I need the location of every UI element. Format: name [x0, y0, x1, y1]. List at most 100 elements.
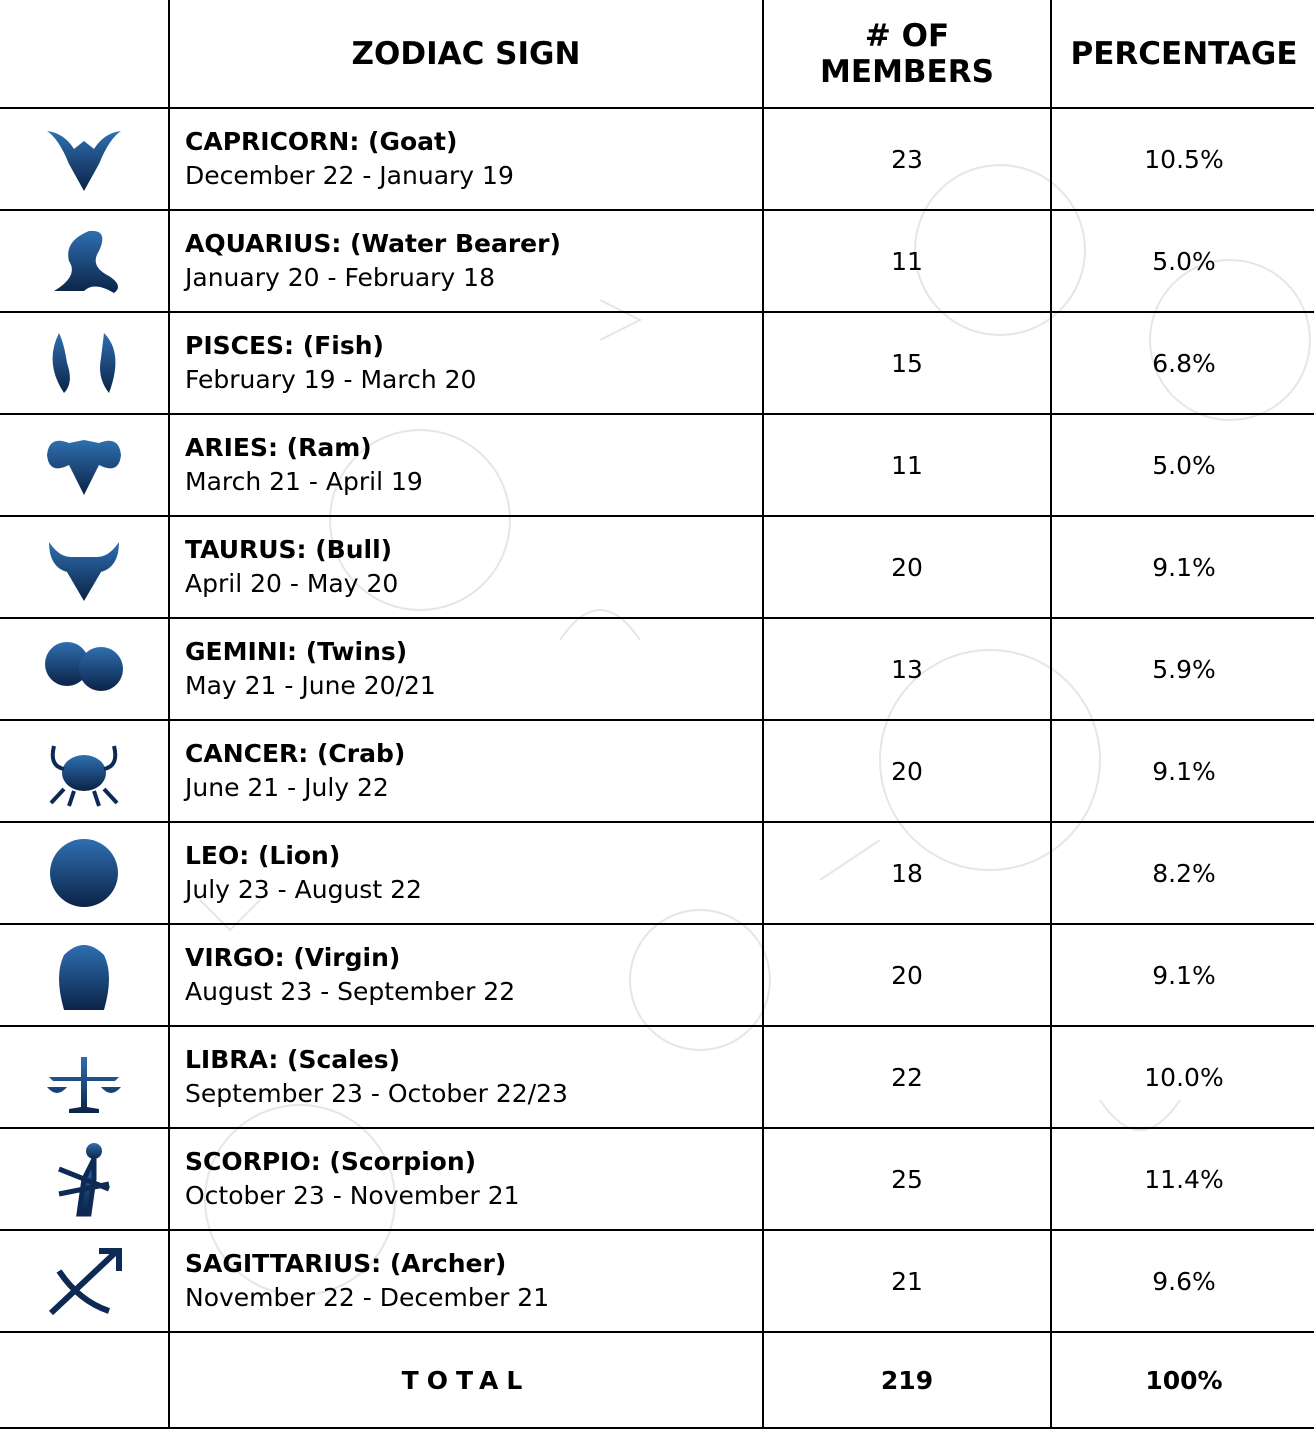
icon-cell: [0, 1230, 169, 1332]
percentage: 5.0%: [1051, 210, 1314, 312]
sign-name: CANCER: (Crab): [185, 737, 762, 771]
members: 20: [763, 516, 1051, 618]
sign-dates: April 20 - May 20: [185, 569, 398, 598]
header-cell: ZODIAC SIGN: [169, 0, 763, 108]
sign-name: LEO: (Lion): [185, 839, 762, 873]
icon-cell: [0, 516, 169, 618]
members: 15: [763, 312, 1051, 414]
sign-dates: February 19 - March 20: [185, 365, 476, 394]
icon-cell: [0, 1026, 169, 1128]
icon-cell: [0, 1128, 169, 1230]
members: 20: [763, 720, 1051, 822]
sign-name: SAGITTARIUS: (Archer): [185, 1247, 762, 1281]
sign-cell: ARIES: (Ram)March 21 - April 19: [169, 414, 763, 516]
total-members: 219: [763, 1332, 1051, 1428]
icon-header: [0, 0, 169, 108]
sign-cell: VIRGO: (Virgin)August 23 - September 22: [169, 924, 763, 1026]
sign-dates: June 21 - July 22: [185, 773, 389, 802]
sign-cell: AQUARIUS: (Water Bearer)January 20 - Feb…: [169, 210, 763, 312]
header-row: ZODIAC SIGN # OF MEMBERS PERCENTAGE: [0, 0, 1314, 108]
icon-cell: [0, 822, 169, 924]
sign-cell: LEO: (Lion)July 23 - August 22: [169, 822, 763, 924]
sign-dates: January 20 - February 18: [185, 263, 495, 292]
zodiac-icon: [39, 425, 129, 505]
sign-name: GEMINI: (Twins): [185, 635, 762, 669]
row: SCORPIO: (Scorpion)October 23 - November…: [0, 1128, 1314, 1230]
percentage: 5.0%: [1051, 414, 1314, 516]
icon-cell: [0, 414, 169, 516]
sign-name: ARIES: (Ram): [185, 431, 762, 465]
icon-cell: [0, 312, 169, 414]
zodiac-icon: [39, 119, 129, 199]
members: 18: [763, 822, 1051, 924]
sign-name: LIBRA: (Scales): [185, 1043, 762, 1077]
members: 11: [763, 414, 1051, 516]
zodiac-icon: [39, 527, 129, 607]
sign-name: PISCES: (Fish): [185, 329, 762, 363]
zodiac-icon: [39, 323, 129, 403]
percentage: 9.1%: [1051, 720, 1314, 822]
zodiac-icon: [39, 833, 129, 913]
total-percentage: 100%: [1051, 1332, 1314, 1428]
icon-cell: [0, 720, 169, 822]
percentage: 10.0%: [1051, 1026, 1314, 1128]
sign-cell: SAGITTARIUS: (Archer)November 22 - Decem…: [169, 1230, 763, 1332]
header-cell: # OF MEMBERS: [763, 0, 1051, 108]
row: AQUARIUS: (Water Bearer)January 20 - Feb…: [0, 210, 1314, 312]
sign-name: TAURUS: (Bull): [185, 533, 762, 567]
members: 11: [763, 210, 1051, 312]
percentage: 5.9%: [1051, 618, 1314, 720]
sign-dates: May 21 - June 20/21: [185, 671, 436, 700]
row: CAPRICORN: (Goat)December 22 - January 1…: [0, 108, 1314, 210]
sign-cell: SCORPIO: (Scorpion)October 23 - November…: [169, 1128, 763, 1230]
header-cell: PERCENTAGE: [1051, 0, 1314, 108]
members: 20: [763, 924, 1051, 1026]
row: SAGITTARIUS: (Archer)November 22 - Decem…: [0, 1230, 1314, 1332]
sign-dates: November 22 - December 21: [185, 1283, 549, 1312]
zodiac-icon: [39, 731, 129, 811]
sign-dates: March 21 - April 19: [185, 467, 423, 496]
percentage: 9.6%: [1051, 1230, 1314, 1332]
sign-dates: December 22 - January 19: [185, 161, 514, 190]
sign-cell: CAPRICORN: (Goat)December 22 - January 1…: [169, 108, 763, 210]
percentage: 11.4%: [1051, 1128, 1314, 1230]
zodiac-icon: [39, 1037, 129, 1117]
percentage: 10.5%: [1051, 108, 1314, 210]
total-label: TOTAL: [402, 1366, 531, 1395]
sign-name: CAPRICORN: (Goat): [185, 125, 762, 159]
icon-cell: [0, 108, 169, 210]
icon-cell: [0, 210, 169, 312]
icon-cell: [0, 1332, 169, 1428]
members: 13: [763, 618, 1051, 720]
zodiac-icon: [39, 1241, 129, 1321]
members: 25: [763, 1128, 1051, 1230]
sign-dates: July 23 - August 22: [185, 875, 422, 904]
zodiac-icon: [39, 221, 129, 301]
sign-dates: October 23 - November 21: [185, 1181, 520, 1210]
icon-cell: [0, 618, 169, 720]
zodiac-table: ZODIAC SIGN # OF MEMBERS PERCENTAGE CAPR…: [0, 0, 1314, 1429]
percentage: 9.1%: [1051, 924, 1314, 1026]
percentage: 9.1%: [1051, 516, 1314, 618]
sign-name: SCORPIO: (Scorpion): [185, 1145, 762, 1179]
zodiac-icon: [39, 935, 129, 1015]
zodiac-icon: [39, 629, 129, 709]
percentage: 6.8%: [1051, 312, 1314, 414]
icon-cell: [0, 924, 169, 1026]
sign-cell: CANCER: (Crab)June 21 - July 22: [169, 720, 763, 822]
total-label-cell: TOTAL: [169, 1332, 763, 1428]
row: LIBRA: (Scales)September 23 - October 22…: [0, 1026, 1314, 1128]
sign-dates: August 23 - September 22: [185, 977, 515, 1006]
members: 22: [763, 1026, 1051, 1128]
page: ZODIAC SIGN # OF MEMBERS PERCENTAGE CAPR…: [0, 0, 1314, 1427]
sign-cell: GEMINI: (Twins)May 21 - June 20/21: [169, 618, 763, 720]
members: 23: [763, 108, 1051, 210]
